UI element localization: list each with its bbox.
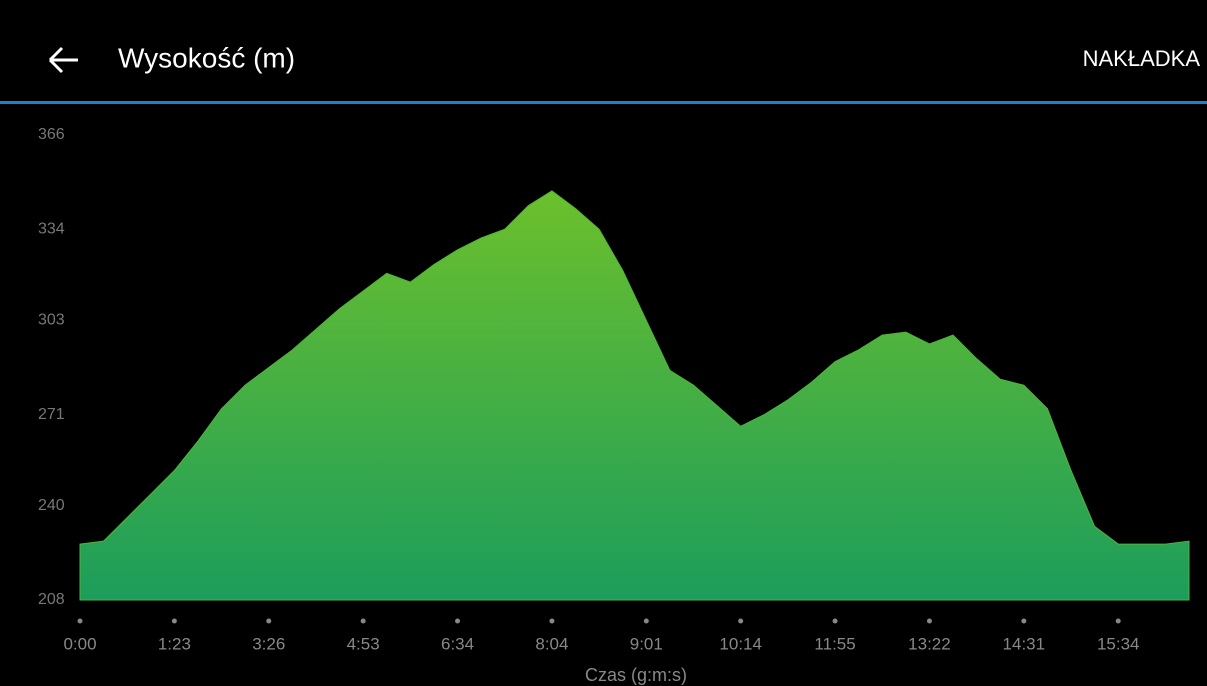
- x-tick-dot: [77, 618, 83, 624]
- x-tick-label: 4:53: [347, 634, 380, 653]
- x-tick-label: 9:01: [630, 634, 663, 653]
- x-tick-label: 8:04: [535, 634, 568, 653]
- x-tick-dot: [549, 618, 555, 624]
- x-tick-dot: [832, 618, 838, 624]
- x-tick-dot: [643, 618, 649, 624]
- back-arrow[interactable]: [48, 46, 78, 74]
- x-tick-dot: [360, 618, 366, 624]
- x-tick-label: 13:22: [908, 634, 951, 653]
- y-tick-label: 240: [38, 497, 65, 514]
- y-tick-label: 334: [38, 220, 65, 237]
- x-axis-title: Czas (g:m:s): [585, 665, 687, 685]
- y-tick-label: 366: [38, 126, 65, 143]
- y-tick-label: 271: [38, 406, 65, 423]
- x-tick-label: 14:31: [1003, 634, 1046, 653]
- back-button[interactable]: [48, 46, 78, 74]
- x-tick-label: 11:55: [814, 634, 855, 653]
- elevation-area: [79, 190, 1190, 601]
- x-tick-dot: [926, 618, 932, 624]
- x-tick-label: 15:34: [1097, 634, 1140, 653]
- x-tick-label: 10:14: [719, 634, 762, 653]
- x-tick-dot: [1021, 618, 1027, 624]
- screen-title: Wysokość (m): [118, 42, 295, 73]
- x-tick-label: 1:23: [158, 634, 191, 653]
- x-tick-label: 6:34: [441, 634, 474, 653]
- x-tick-dot: [738, 618, 744, 624]
- x-tick-label: 3:26: [252, 634, 285, 653]
- y-tick-label: 303: [38, 312, 65, 329]
- overlay-button[interactable]: NAKŁADKA: [1083, 46, 1201, 71]
- x-tick-label: 0:00: [63, 634, 96, 653]
- x-tick-dot: [266, 618, 272, 624]
- x-tick-dot: [1115, 618, 1121, 624]
- header-divider: [0, 101, 1207, 104]
- x-tick-dot: [455, 618, 461, 624]
- y-tick-label: 208: [38, 591, 65, 608]
- x-tick-dot: [171, 618, 177, 624]
